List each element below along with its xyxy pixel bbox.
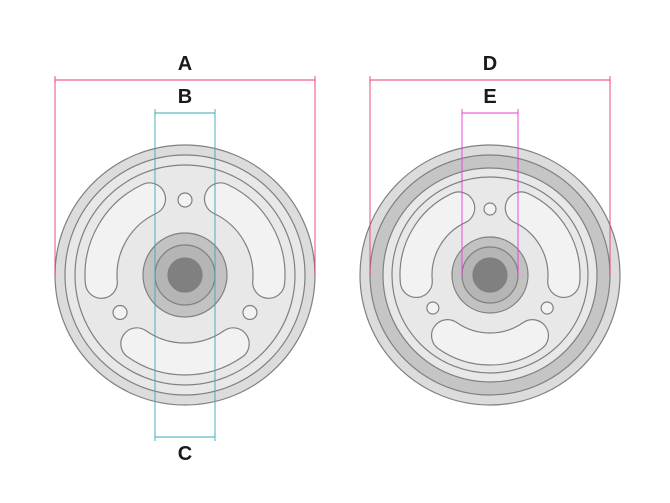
hub-core <box>473 258 507 292</box>
wheel-left <box>55 145 315 405</box>
dim-label-d: D <box>483 53 497 75</box>
bolt-hole <box>178 193 192 207</box>
bolt-hole <box>243 306 257 320</box>
bolt-hole <box>484 203 496 215</box>
hub-core <box>168 258 202 292</box>
dim-label-a: A <box>178 53 192 75</box>
dim-label-c: C <box>178 443 192 465</box>
dim-label-e: E <box>483 86 496 108</box>
bolt-hole <box>427 302 439 314</box>
bolt-hole <box>113 306 127 320</box>
dim-label-b: B <box>178 86 192 108</box>
wheel-right <box>360 145 620 405</box>
bolt-hole <box>541 302 553 314</box>
